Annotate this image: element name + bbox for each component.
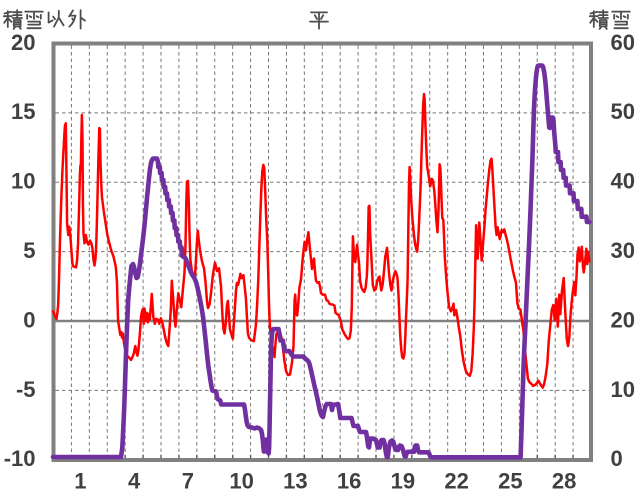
- svg-text:19: 19: [391, 469, 415, 494]
- svg-text:28: 28: [552, 469, 576, 494]
- svg-text:13: 13: [283, 469, 307, 494]
- svg-text:10: 10: [229, 469, 253, 494]
- svg-text:0: 0: [611, 446, 623, 471]
- svg-text:16: 16: [337, 469, 361, 494]
- svg-text:10: 10: [11, 169, 35, 194]
- svg-text:50: 50: [611, 99, 635, 124]
- svg-text:1: 1: [74, 469, 86, 494]
- svg-text:5: 5: [23, 238, 35, 263]
- svg-text:15: 15: [11, 99, 35, 124]
- svg-text:-10: -10: [4, 446, 36, 471]
- svg-text:60: 60: [611, 30, 635, 55]
- svg-text:25: 25: [498, 469, 522, 494]
- svg-text:-5: -5: [16, 377, 36, 402]
- svg-text:0: 0: [23, 307, 35, 332]
- svg-text:20: 20: [611, 307, 635, 332]
- svg-text:10: 10: [611, 377, 635, 402]
- svg-text:20: 20: [11, 30, 35, 55]
- svg-text:7: 7: [182, 469, 194, 494]
- svg-text:30: 30: [611, 238, 635, 263]
- svg-text:4: 4: [128, 469, 141, 494]
- svg-text:22: 22: [444, 469, 468, 494]
- svg-text:40: 40: [611, 169, 635, 194]
